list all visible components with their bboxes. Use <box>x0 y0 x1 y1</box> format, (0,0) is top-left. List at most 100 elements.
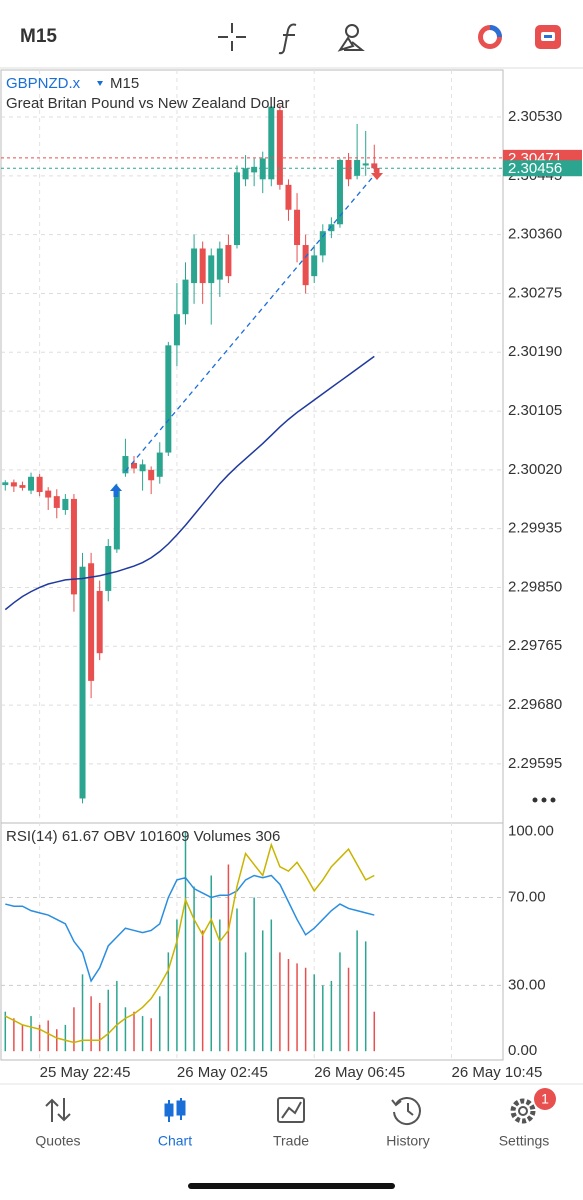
candle-body <box>336 159 343 225</box>
candle-body <box>208 255 215 284</box>
symbol-description: Great Britan Pound vs New Zealand Dollar <box>6 95 289 112</box>
x-tick-label: 25 May 22:45 <box>40 1064 131 1081</box>
bid-tag <box>503 160 582 177</box>
candle-body <box>345 159 352 180</box>
candle-body <box>88 563 95 681</box>
x-tick-label: 26 May 06:45 <box>314 1064 405 1081</box>
candle-body <box>62 498 69 510</box>
tab-label[interactable]: Chart <box>158 1133 192 1149</box>
candle-body <box>156 452 163 477</box>
candle-body <box>311 255 318 277</box>
tab-label[interactable]: Quotes <box>35 1133 80 1149</box>
obv-line <box>4 842 375 1044</box>
symbol[interactable]: GBPNZD.x <box>6 75 81 92</box>
rsi-line <box>5 874 375 983</box>
candle-body <box>276 110 283 185</box>
indicator-tick-label: 70.00 <box>508 888 546 905</box>
candle-body <box>36 476 43 493</box>
toolbar: M15 <box>20 23 561 55</box>
sell-marker <box>371 168 383 180</box>
candle-body <box>259 158 266 180</box>
trendline <box>124 174 375 472</box>
candle-body <box>79 566 86 799</box>
y-tick-label: 2.30360 <box>508 226 562 243</box>
grid: 2.305302.304452.303602.302752.301902.301… <box>1 70 562 1081</box>
one-click-trading-icon[interactable] <box>478 25 502 49</box>
crosshair-icon[interactable] <box>218 23 246 51</box>
candle-body <box>10 482 17 487</box>
tab-label[interactable]: History <box>386 1133 430 1149</box>
y-tick-label: 2.29595 <box>508 755 562 772</box>
candle-body <box>70 498 77 595</box>
candle-body <box>285 184 292 210</box>
timeframe-button[interactable]: M15 <box>20 26 57 47</box>
chart-frame <box>0 69 504 1061</box>
candle-body <box>268 106 275 180</box>
candle-body <box>2 482 9 486</box>
candle-body <box>216 248 223 280</box>
y-tick-label: 2.30105 <box>508 402 562 419</box>
candle-body <box>28 476 35 491</box>
settings-icon[interactable] <box>510 1098 536 1124</box>
chart-timeframe: M15 <box>110 75 139 92</box>
candle-body <box>173 314 180 346</box>
objects-icon[interactable] <box>337 24 365 52</box>
more-button[interactable] <box>532 797 556 803</box>
candle-body <box>105 545 112 591</box>
candle-body <box>319 231 326 256</box>
indicator-header: RSI(14) 61.67 OBV 101609 Volumes 306 <box>6 828 280 845</box>
tab-label[interactable]: Trade <box>273 1133 309 1149</box>
candle-body <box>139 464 146 472</box>
symbol-dropdown[interactable] <box>97 81 103 86</box>
y-tick-label: 2.30190 <box>508 343 562 360</box>
buy-marker <box>110 484 122 497</box>
account-icon[interactable] <box>535 25 561 49</box>
chart-icon[interactable] <box>164 1098 186 1122</box>
quotes-icon[interactable] <box>45 1098 71 1122</box>
candle-body <box>362 163 369 166</box>
candle-body <box>148 469 155 481</box>
candle-body <box>225 245 232 277</box>
x-tick-label: 26 May 10:45 <box>452 1064 543 1081</box>
candle-body <box>191 248 198 284</box>
candle-body <box>199 248 206 284</box>
notification-badge <box>534 1088 556 1110</box>
plot <box>1 104 503 1052</box>
y-tick-label: 2.29850 <box>508 578 562 595</box>
y-tick-label: 2.29935 <box>508 520 562 537</box>
indicator-tick-label: 0.00 <box>508 1042 537 1059</box>
y-tick-label: 2.30275 <box>508 284 562 301</box>
candle-body <box>371 163 378 169</box>
trade-icon[interactable] <box>277 1097 305 1123</box>
candle-body <box>233 172 240 246</box>
badge-count: 1 <box>541 1091 549 1107</box>
moving-average <box>4 355 375 611</box>
tab-label[interactable]: Settings <box>499 1133 550 1149</box>
home-indicator <box>188 1183 395 1189</box>
candle-body <box>165 345 172 453</box>
y-tick-label: 2.30020 <box>508 461 562 478</box>
indicator-tick-label: 30.00 <box>508 976 546 993</box>
y-tick-label: 2.30530 <box>508 108 562 125</box>
candle-body <box>294 209 301 246</box>
history-icon[interactable] <box>391 1097 421 1125</box>
candle-body <box>328 224 335 232</box>
x-tick-label: 26 May 02:45 <box>177 1064 268 1081</box>
candle-body <box>131 462 138 469</box>
candle-body <box>302 245 309 286</box>
candle-body <box>96 590 103 654</box>
y-tick-label: 2.29680 <box>508 696 562 713</box>
y-tick-label: 2.29765 <box>508 637 562 654</box>
candle-body <box>122 456 129 474</box>
candle-body <box>53 496 60 508</box>
bid-label: 2.30456 <box>508 160 562 177</box>
candle-body <box>182 279 189 315</box>
candle-body <box>113 490 120 550</box>
candle-body <box>19 485 26 488</box>
candle-body <box>45 490 52 498</box>
indicators-icon[interactable] <box>278 23 297 55</box>
candle-body <box>251 166 258 173</box>
